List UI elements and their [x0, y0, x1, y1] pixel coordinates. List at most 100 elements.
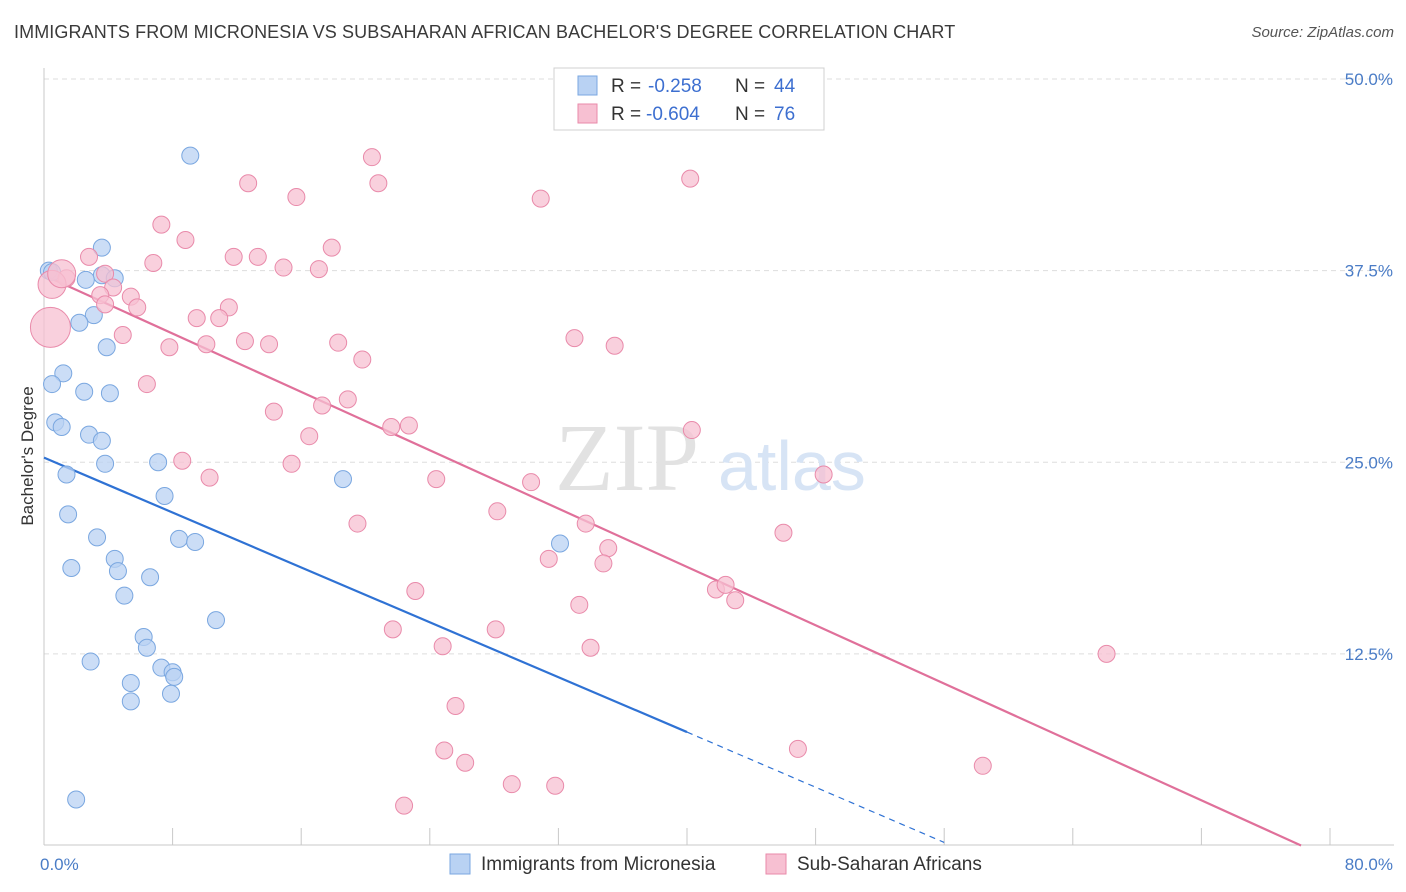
- point-pink-4: [287, 188, 306, 207]
- point-pink-62: [433, 637, 452, 656]
- point-pink-14: [309, 260, 328, 279]
- point-pink-71: [546, 776, 565, 795]
- point-pink-58: [726, 591, 745, 610]
- trendline-pink: [43, 274, 1302, 847]
- point-blue-24: [170, 529, 189, 548]
- point-blue-25: [186, 532, 205, 551]
- point-pink-39: [382, 417, 401, 436]
- point-pink-28: [260, 335, 279, 354]
- point-pink-67: [435, 741, 454, 760]
- legend-bottom-swatch-blue: [449, 853, 471, 875]
- point-blue-19: [57, 465, 76, 484]
- watermark: ZIP atlas: [555, 404, 866, 511]
- point-pink-74: [29, 306, 71, 348]
- y-axis-label: Bachelor's Degree: [18, 386, 37, 525]
- point-blue-22: [59, 505, 78, 524]
- point-pink-48: [488, 502, 507, 521]
- point-pink-40: [399, 416, 418, 435]
- point-pink-63: [581, 638, 600, 657]
- point-pink-8: [322, 238, 341, 257]
- point-pink-33: [353, 350, 372, 369]
- point-pink-38: [300, 427, 319, 446]
- point-pink-52: [599, 539, 618, 558]
- data-points: [29, 146, 1116, 815]
- point-blue-18: [149, 453, 168, 472]
- point-blue-28: [62, 559, 81, 578]
- legend-n-label-1: N =: [735, 104, 770, 125]
- point-pink-75: [47, 259, 77, 289]
- legend-bottom-label-0: Immigrants from Micronesia: [481, 854, 716, 875]
- source-label: Source: ZipAtlas.com: [1251, 24, 1394, 41]
- point-blue-10: [43, 375, 62, 394]
- point-pink-53: [539, 549, 558, 568]
- point-pink-70: [502, 775, 521, 794]
- trendline-blue: [43, 456, 688, 734]
- y-tick-label-2: 37.5%: [1345, 262, 1393, 281]
- point-pink-47: [522, 473, 541, 492]
- point-blue-29: [108, 562, 127, 581]
- legend-bottom-swatch-pink: [765, 853, 787, 875]
- point-blue-38: [165, 667, 184, 686]
- watermark-atlas: atlas: [718, 427, 866, 505]
- point-pink-36: [313, 396, 332, 415]
- point-blue-32: [207, 611, 226, 630]
- point-blue-14: [52, 417, 71, 436]
- legend-bottom-label-1: Sub-Saharan Africans: [797, 854, 982, 875]
- point-pink-61: [486, 620, 505, 639]
- trendline-blue-extension: [686, 731, 945, 843]
- point-blue-9: [54, 364, 73, 383]
- y-tick-label-0: 12.5%: [1345, 645, 1393, 664]
- legend-swatch-pink: [577, 103, 598, 124]
- x-tick-label-0: 0.0%: [40, 855, 79, 874]
- point-pink-50: [576, 514, 595, 533]
- legend-swatch-blue: [577, 75, 598, 96]
- point-blue-41: [121, 692, 140, 711]
- point-pink-56: [716, 575, 735, 594]
- point-pink-60: [383, 620, 402, 639]
- point-blue-21: [155, 486, 174, 505]
- legend-n-value-0: 44: [774, 76, 796, 97]
- point-pink-23: [187, 309, 206, 328]
- point-blue-0: [181, 146, 200, 165]
- point-pink-3: [369, 174, 388, 193]
- point-blue-6: [84, 306, 103, 325]
- point-blue-40: [161, 684, 180, 703]
- point-pink-10: [224, 247, 243, 266]
- point-pink-32: [197, 335, 216, 354]
- point-pink-25: [113, 326, 132, 345]
- point-pink-34: [137, 375, 156, 394]
- legend-n-label-0: N =: [735, 76, 770, 97]
- point-pink-0: [362, 148, 381, 167]
- point-pink-59: [570, 595, 589, 614]
- legend-r-label-0: R =: [611, 76, 646, 97]
- point-blue-26: [551, 534, 570, 553]
- point-pink-6: [152, 215, 171, 234]
- point-pink-27: [235, 332, 254, 351]
- point-pink-51: [774, 523, 793, 542]
- axes: [43, 68, 1394, 846]
- point-pink-54: [594, 554, 613, 573]
- point-pink-16: [96, 264, 115, 283]
- chart-title: IMMIGRANTS FROM MICRONESIA VS SUBSAHARAN…: [14, 22, 956, 42]
- point-pink-30: [605, 336, 624, 355]
- x-tick-label-1: 80.0%: [1345, 855, 1393, 874]
- legend-n-value-1: 76: [774, 104, 795, 125]
- point-pink-69: [973, 756, 992, 775]
- tick-labels: 12.5% 25.0% 37.5% 50.0% 0.0% 80.0%: [40, 70, 1393, 874]
- watermark-zip: ZIP: [555, 404, 699, 511]
- legend-r-value-0: -0.258: [648, 76, 702, 97]
- point-pink-2: [239, 174, 258, 193]
- point-pink-7: [176, 230, 195, 249]
- point-pink-12: [144, 253, 163, 272]
- point-pink-37: [264, 402, 283, 421]
- point-blue-16: [92, 431, 111, 450]
- point-pink-31: [160, 338, 179, 357]
- legend-bottom: Immigrants from Micronesia Sub-Saharan A…: [449, 853, 982, 875]
- y-tick-label-1: 25.0%: [1345, 453, 1393, 472]
- point-pink-64: [1097, 644, 1116, 663]
- point-blue-31: [115, 586, 134, 605]
- trendlines: [43, 274, 1302, 847]
- point-pink-5: [531, 189, 550, 208]
- point-blue-42: [67, 790, 86, 809]
- point-blue-20: [333, 470, 352, 489]
